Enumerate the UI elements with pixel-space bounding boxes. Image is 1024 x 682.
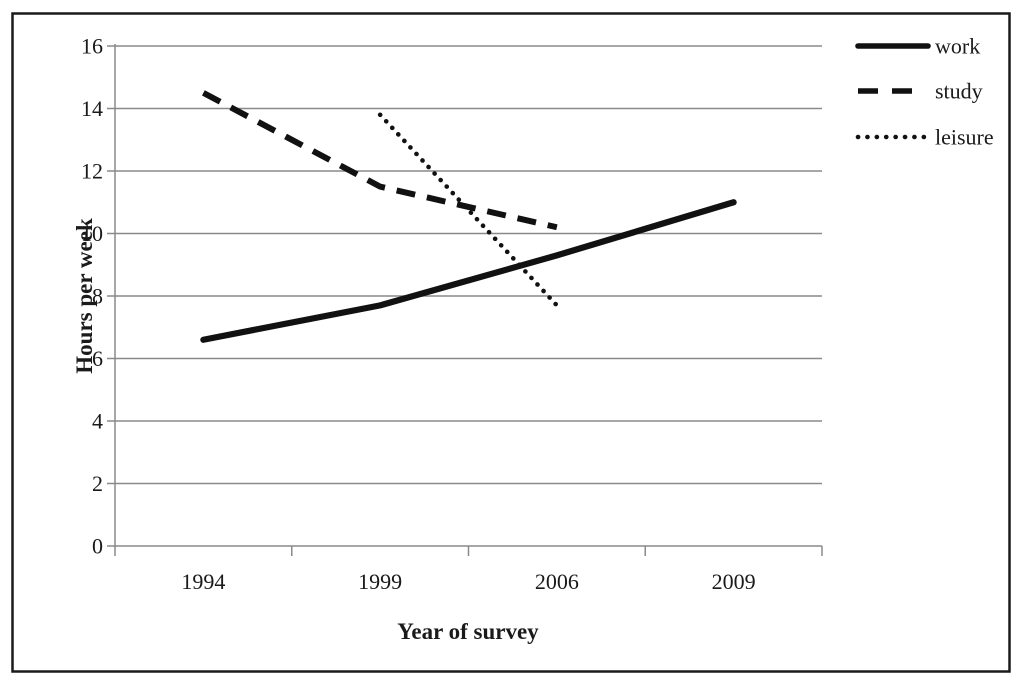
y-axis-tick-label: 14 (81, 96, 103, 121)
y-axis-tick-label: 8 (92, 284, 103, 309)
y-axis-tick-label: 2 (92, 471, 103, 496)
legend-label-leisure: leisure (935, 125, 994, 150)
y-axis-title: Hours per week (72, 218, 97, 374)
y-axis-tick-label: 4 (92, 409, 103, 434)
chart-frame (11, 12, 1011, 673)
legend-label-study: study (935, 79, 983, 104)
x-axis-tick-label: 1999 (358, 569, 402, 594)
x-axis-title: Year of survey (397, 619, 539, 644)
y-axis-tick-label: 10 (81, 221, 103, 246)
x-axis-tick-label: 1994 (181, 569, 225, 594)
y-axis-tick-label: 0 (92, 534, 103, 559)
x-axis-tick-label: 2009 (712, 569, 756, 594)
legend-label-work: work (935, 34, 980, 59)
y-axis-tick-label: 16 (81, 34, 103, 59)
series-line-work (200, 199, 737, 343)
y-axis-tick-label: 6 (92, 346, 103, 371)
series-line-study (201, 90, 558, 231)
x-axis-tick-label: 2006 (535, 569, 579, 594)
series-line-leisure (377, 112, 560, 308)
y-axis-tick-label: 12 (81, 159, 103, 184)
